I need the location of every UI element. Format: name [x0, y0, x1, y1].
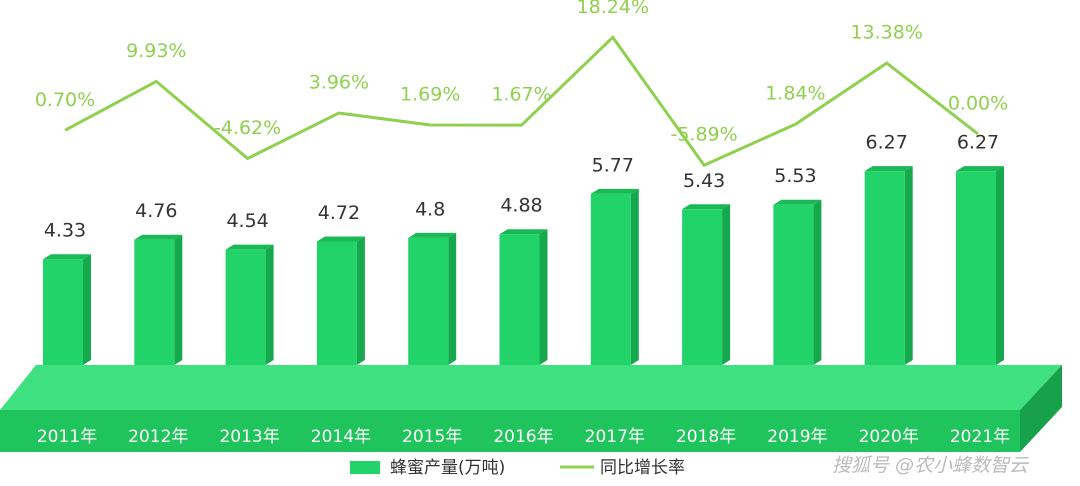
x-tick-label: 2014年: [311, 427, 371, 447]
line-value-label: -4.62%: [214, 117, 281, 139]
x-tick-label: 2020年: [859, 427, 919, 447]
line-value-label: 3.96%: [309, 72, 369, 94]
bar-top: [408, 232, 457, 238]
bar-value-label: 6.27: [957, 132, 999, 154]
bar-value-label: 6.27: [866, 132, 908, 154]
bar-side: [539, 229, 548, 365]
bar-value-label: 4.33: [44, 220, 86, 242]
bar-side: [174, 234, 183, 365]
bar-top: [682, 204, 731, 210]
x-tick-label: 2016年: [493, 427, 553, 447]
bar-top: [316, 236, 365, 242]
bar-value-label: 4.72: [318, 202, 360, 224]
bar-top: [134, 234, 183, 240]
bar: [499, 234, 540, 365]
bar: [864, 171, 905, 365]
line-value-label: 13.38%: [850, 22, 922, 44]
bar-top: [864, 166, 913, 172]
bar-top: [499, 229, 548, 235]
bar-top: [43, 254, 91, 260]
source: 搜狐号 @农小蜂数智云: [832, 455, 1030, 477]
bar: [682, 209, 723, 365]
x-tick-label: 2012年: [128, 427, 188, 447]
bar-value-label: 5.77: [592, 154, 634, 176]
legend-label: 同比增长率: [600, 458, 685, 478]
bar: [316, 241, 357, 365]
bar: [225, 249, 266, 365]
floor-front: [0, 410, 1020, 452]
floor-side: [1020, 365, 1062, 452]
x-tick-label: 2013年: [219, 427, 279, 447]
bar-side: [904, 166, 913, 365]
bar: [134, 239, 175, 365]
x-tick-label: 2015年: [402, 427, 462, 447]
bar-top: [590, 188, 639, 194]
line: [64, 35, 979, 168]
bar-value-label: 5.53: [774, 165, 816, 187]
bar-value-label: 4.76: [135, 200, 177, 222]
line-value-label: 1.69%: [400, 84, 460, 106]
x-tick-label: 2021年: [950, 427, 1010, 447]
bar: [590, 193, 631, 365]
bar-value-label: 4.8: [415, 198, 445, 220]
bar: [408, 237, 449, 365]
bar-side: [265, 244, 274, 365]
bar-side: [448, 232, 457, 365]
bar: [773, 204, 814, 365]
bar-side: [630, 188, 639, 365]
legend-swatch: [350, 461, 380, 474]
bar-value-label: 4.54: [226, 210, 268, 232]
x-tick-label: 2018年: [676, 427, 736, 447]
bar-top: [956, 166, 1004, 172]
line-value-label: 9.93%: [126, 40, 186, 62]
x-tick-label: 2011年: [37, 427, 97, 447]
x-tick-label: 2019年: [767, 427, 827, 447]
bar: [43, 259, 83, 365]
line-value-label: 1.67%: [491, 84, 551, 106]
bar-side: [813, 199, 822, 365]
bar-value-label: 4.88: [500, 195, 542, 217]
line-value-label: 0.00%: [948, 93, 1008, 115]
floor-top: [0, 365, 1062, 410]
bar-side: [356, 236, 365, 365]
bar-top: [773, 199, 822, 205]
legend-label: 蜂蜜产量(万吨): [390, 458, 505, 478]
bar-side: [83, 254, 91, 365]
x-tick-label: 2017年: [585, 427, 645, 447]
bar: [956, 171, 996, 365]
line-value-label: -5.89%: [670, 124, 737, 146]
bar-side: [996, 166, 1004, 365]
bar-top: [225, 244, 274, 250]
line-value-label: 1.84%: [765, 83, 825, 105]
line-value-label: 18.24%: [577, 0, 649, 18]
bar-value-label: 5.43: [683, 170, 725, 192]
bar-side: [722, 204, 731, 365]
line-value-label: 0.70%: [35, 89, 95, 111]
